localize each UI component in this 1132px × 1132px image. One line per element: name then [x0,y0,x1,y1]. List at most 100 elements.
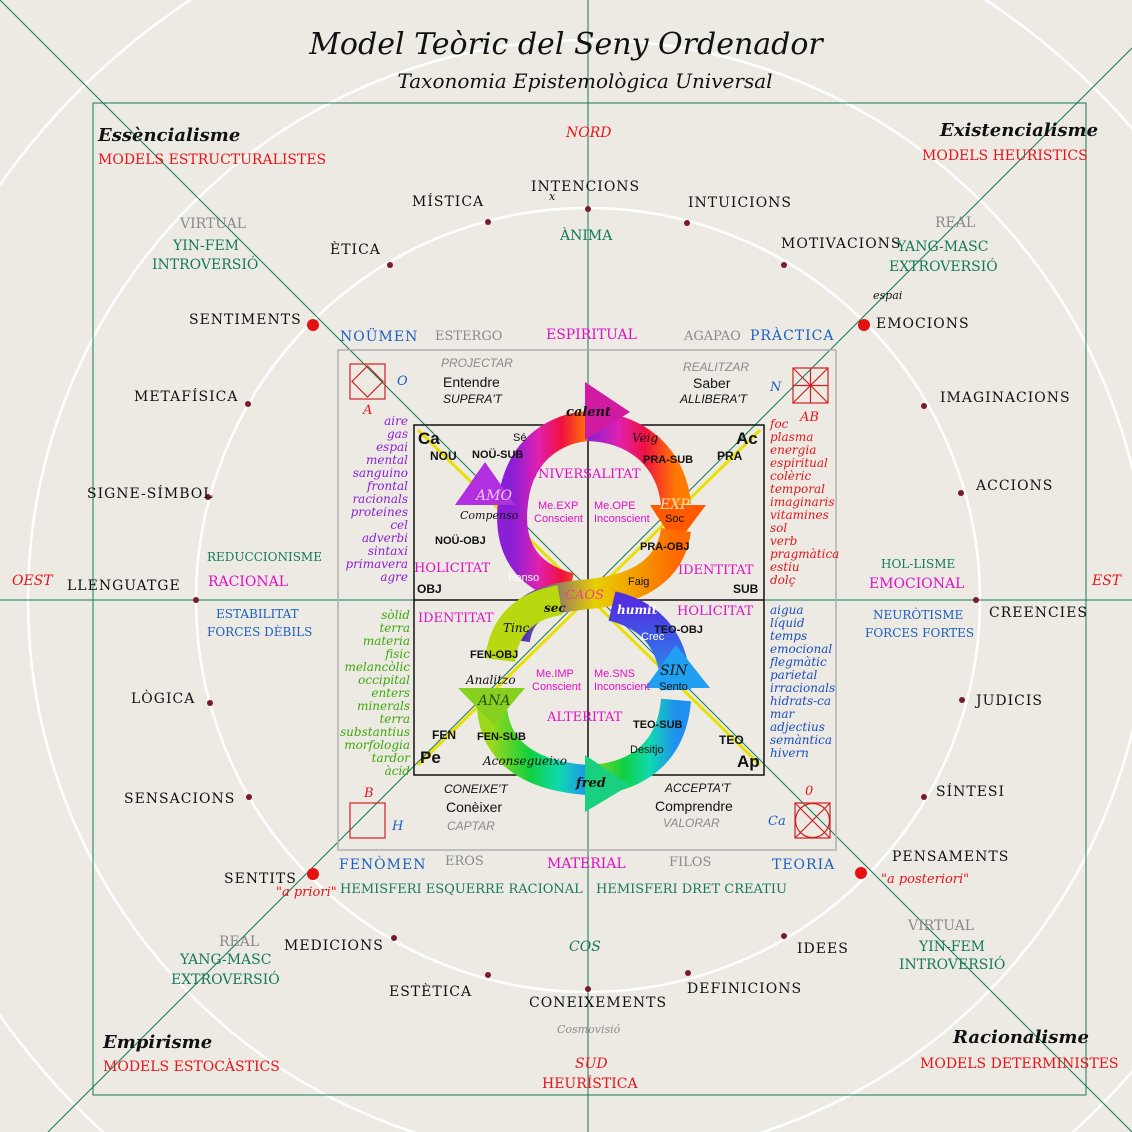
core-humit: humit [617,603,658,617]
tl-introversio: INTROVERSIÓ [152,257,259,273]
list-blue: aigua líquid temps emocional flegmàtic parie… [770,603,836,760]
symbol-Ca: Ca [768,814,786,829]
label-estergo: ESTERGO [435,329,503,344]
core-nou-sub: NOÜ-SUB [472,449,524,461]
ring-dot [958,490,964,496]
corner-title-empirisme: Empirisme [103,1032,213,1053]
ring-dot [245,401,251,407]
symbol-zero: 0 [805,784,814,799]
ring-dot [205,494,211,500]
bl-yang: YANG-MASC [180,952,272,968]
core-penso: Penso [508,572,540,584]
direction-west: OEST [12,573,53,589]
key-dot-pensaments [855,867,867,879]
ring-dot [193,597,199,603]
tr-yang: YANG-MASC [897,239,989,255]
label-anima: ÀNIMA [560,228,613,244]
core-crec: Crec [641,631,665,643]
label-coneixer: Conèixer [446,799,503,815]
label-intencions: INTENCIONS [531,179,641,195]
label-saber: Saber [693,375,731,391]
symbol-O: O [397,374,408,389]
corner-sub-estocastics: MODELS ESTOCÀSTICS [103,1059,280,1075]
label-emocions: EMOCIONS [876,316,970,332]
symbol-B: B [364,786,374,801]
label-cosmovisio: Cosmovisió [557,1023,621,1036]
label-filos: FILOS [669,855,712,870]
label-emocional: EMOCIONAL [869,576,965,592]
core-fen-obj: FEN-OBJ [470,649,519,661]
label-aposteriori: "a posteriori" [881,872,970,887]
ring-dot [959,697,965,703]
label-valorar: VALORAR [663,816,720,830]
core-nou: NOU [430,449,457,463]
core-sento: Sento [659,681,688,693]
direction-east: EST [1092,573,1122,589]
page-subtitle: Taxonomia Epistemològica Universal [397,69,773,93]
core-inconscient-1: Inconscient [594,513,650,525]
core-pra-sub: PRA-SUB [643,454,694,466]
core-me-sns: Me.SNS [594,668,635,680]
core-aconsegueixo: Aconsegueixo [483,754,567,768]
direction-north: NORD [566,125,612,141]
corner-sub-deterministes: MODELS DETERMINISTES [920,1056,1119,1072]
ring-dot [246,794,252,800]
core-analitzo: Analitzo [466,673,516,687]
core-exp: EXP [660,497,690,513]
ring-dot [207,700,213,706]
label-mistica: MÍSTICA [412,194,485,210]
core-alteritat: ALTERITAT [547,710,623,725]
core-se: Sé [513,432,527,444]
core-teo-obj: TEO-OBJ [654,624,703,636]
bl-real: REAL [219,934,260,950]
core-sin: SIN [660,663,688,679]
list-red: foc plasma energia espiritual colèric tempor… [770,417,840,587]
label-signe-simbol: SIGNE-SÍMBOL [87,486,214,502]
label-x: x [549,190,556,203]
ring-dot [684,220,690,226]
core-amo: AMO [476,488,512,504]
label-noumen: NOÜMEN [340,329,419,345]
br-yin: YIN-FEM [919,939,986,955]
core-faig: Faig [628,576,650,588]
core-conscient-1: Conscient [534,513,583,525]
label-acceptat: ACCEPTA'T [665,781,731,795]
tr-extroversio: EXTROVERSIÓ [889,259,998,275]
label-cos: COS [569,939,601,955]
key-dot-emocions [858,319,870,331]
core-Ca: Ca [418,429,440,448]
label-fenomen: FENÒMEN [339,857,427,873]
ring-dot [781,262,787,268]
symbol-N: N [770,380,782,395]
corner-sub-heuristics: MODELS HEURISTICS [922,148,1088,164]
label-estetica: ESTÈTICA [389,984,473,1000]
corner-title-essencialisme: Essèncialisme [98,125,241,146]
direction-heuristica: HEURÍSTICA [542,1076,638,1092]
label-logica: LÒGICA [131,691,196,707]
core-desitjo: Desitjo [630,744,664,756]
tl-virtual: VIRTUAL [180,216,247,232]
core-holicitat-2: HOLICITAT [677,604,754,619]
key-dot-sentits [307,868,319,880]
label-entendre: Entendre [443,374,500,390]
ring-dot [921,403,927,409]
label-sintesi: SÍNTESI [936,784,1006,800]
label-hemisferi-dret: HEMISFERI DRET CREATIU [596,882,787,897]
core-universalitat: UNIVERSALITAT [527,467,641,482]
ring-dot [585,986,591,992]
ring-dot [485,219,491,225]
label-forces-debils: FORCES DÈBILS [207,625,313,639]
tr-espai: espai [873,289,903,302]
core-me-imp: Me.IMP [536,668,574,680]
core-conscient-2: Conscient [532,681,581,693]
label-medicions: MEDICIONS [284,938,384,954]
label-hemisferi-esquerre: HEMISFERI ESQUERRE RACIONAL [340,882,583,897]
tr-real: REAL [935,215,976,231]
label-projectar: PROJECTAR [441,356,513,370]
core-ana: ANA [478,693,511,709]
core-identitat-2: IDENTITAT [418,611,494,626]
core-nou-obj: NOÜ-OBJ [435,535,486,547]
corner-title-existencialisme: Existencialisme [940,120,1099,141]
ring-dot [781,933,787,939]
